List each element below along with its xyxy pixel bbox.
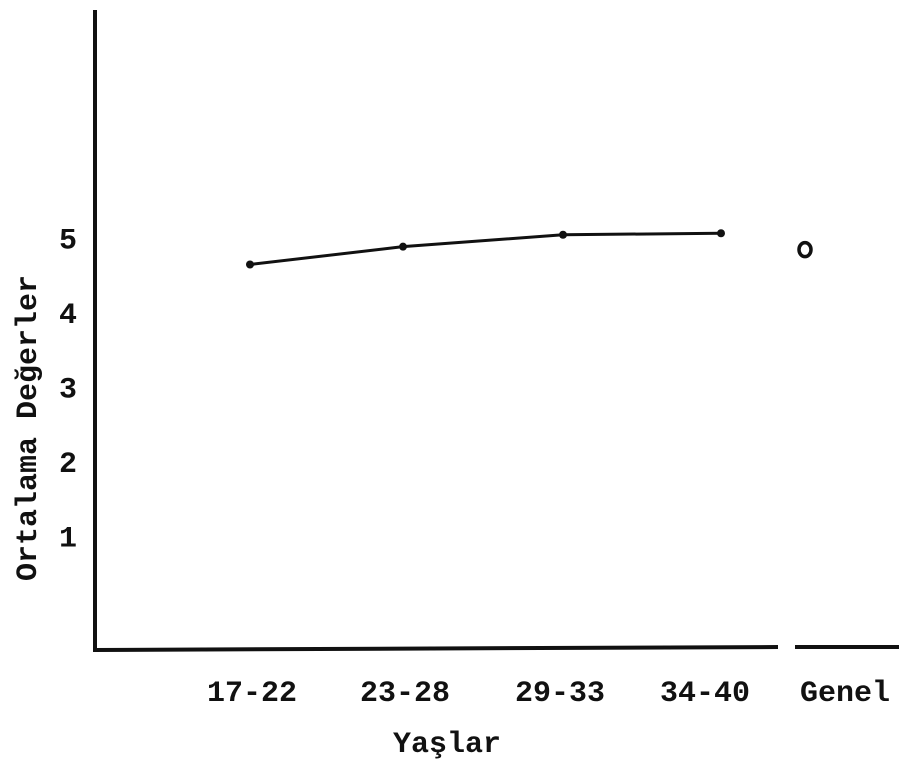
y-axis-label: Ortalama Değerler <box>12 275 46 581</box>
data-point <box>246 260 254 269</box>
data-line <box>249 231 722 267</box>
y-tick-label: 5 <box>59 225 77 259</box>
y-tick-label: 3 <box>59 373 77 407</box>
data-point <box>717 229 725 238</box>
data-point <box>797 240 813 259</box>
x-axis-label: Yaşlar <box>393 728 501 762</box>
x-tick-label: 34-40 <box>660 677 750 711</box>
y-tick-label: 4 <box>59 299 77 333</box>
data-point <box>399 242 407 251</box>
x-tick-label: 23-28 <box>360 677 450 711</box>
x-tick-label: Genel <box>800 677 890 711</box>
x-tick-label: 29-33 <box>515 677 605 711</box>
x-tick-label: 17-22 <box>207 677 297 711</box>
x-axis <box>94 645 779 652</box>
y-tick-label: 2 <box>59 448 77 482</box>
data-point <box>559 230 567 239</box>
y-tick-label: 1 <box>59 522 77 556</box>
